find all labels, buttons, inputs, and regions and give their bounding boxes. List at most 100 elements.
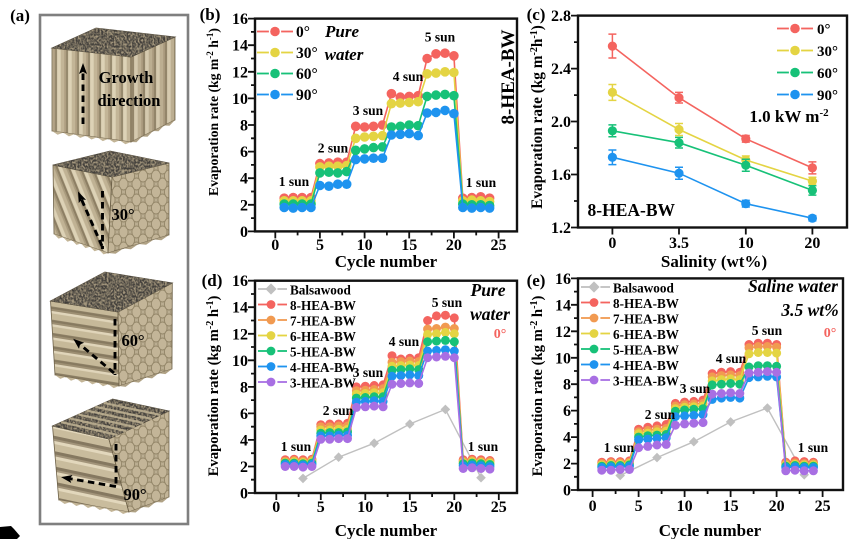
svg-text:0: 0 bbox=[563, 483, 571, 500]
svg-text:Pure: Pure bbox=[324, 22, 359, 41]
svg-text:8-HEA-BW: 8-HEA-BW bbox=[290, 298, 356, 313]
svg-text:8: 8 bbox=[240, 118, 248, 135]
svg-text:60°: 60° bbox=[121, 331, 144, 350]
svg-text:4: 4 bbox=[240, 432, 248, 449]
svg-text:4 sun: 4 sun bbox=[389, 334, 420, 349]
svg-text:Growth: Growth bbox=[99, 68, 154, 87]
svg-text:direction: direction bbox=[98, 91, 161, 110]
svg-text:5 sun: 5 sun bbox=[425, 30, 456, 45]
svg-text:3-HEA-BW: 3-HEA-BW bbox=[290, 376, 356, 391]
svg-text:90°: 90° bbox=[123, 485, 146, 504]
svg-text:2.4: 2.4 bbox=[551, 61, 571, 78]
svg-text:12: 12 bbox=[232, 64, 248, 81]
svg-text:16: 16 bbox=[232, 273, 248, 290]
svg-text:20: 20 bbox=[804, 235, 820, 252]
svg-text:2 sun: 2 sun bbox=[318, 141, 349, 156]
svg-text:Cycle number: Cycle number bbox=[335, 521, 438, 539]
svg-text:0°: 0° bbox=[296, 24, 310, 41]
svg-text:10: 10 bbox=[738, 235, 754, 252]
svg-text:10: 10 bbox=[677, 498, 693, 515]
svg-text:3 sun: 3 sun bbox=[680, 381, 711, 396]
svg-text:4: 4 bbox=[563, 430, 571, 447]
svg-text:12: 12 bbox=[555, 324, 571, 341]
svg-text:Evaporation rate (kg m-2h-1): Evaporation rate (kg m-2h-1) bbox=[529, 25, 547, 209]
svg-text:0: 0 bbox=[608, 235, 616, 252]
svg-text:25: 25 bbox=[815, 498, 831, 515]
svg-text:2.8: 2.8 bbox=[551, 8, 571, 25]
svg-text:6: 6 bbox=[240, 406, 248, 423]
svg-text:5-HEA-BW: 5-HEA-BW bbox=[290, 345, 356, 360]
svg-text:16: 16 bbox=[232, 11, 248, 28]
svg-text:10: 10 bbox=[232, 353, 248, 370]
svg-text:60°: 60° bbox=[817, 66, 838, 82]
svg-text:5-HEA-BW: 5-HEA-BW bbox=[613, 343, 679, 358]
svg-text:15: 15 bbox=[401, 237, 417, 254]
svg-text:Evaporation rate (kg m-2 h-1): Evaporation rate (kg m-2 h-1) bbox=[205, 28, 222, 196]
svg-text:1 sun: 1 sun bbox=[281, 439, 312, 454]
svg-text:Evaporation rate (kg m-2 h-1): Evaporation rate (kg m-2 h-1) bbox=[529, 296, 547, 477]
svg-text:2 sun: 2 sun bbox=[645, 407, 676, 422]
svg-text:5: 5 bbox=[635, 498, 643, 515]
svg-text:90°: 90° bbox=[296, 87, 318, 104]
svg-text:2: 2 bbox=[563, 456, 571, 473]
svg-text:20: 20 bbox=[769, 498, 785, 515]
svg-text:30°: 30° bbox=[111, 205, 134, 224]
svg-text:(c): (c) bbox=[527, 5, 546, 24]
svg-text:10: 10 bbox=[357, 237, 373, 254]
svg-text:6-HEA-BW: 6-HEA-BW bbox=[613, 327, 679, 342]
svg-text:14: 14 bbox=[555, 297, 571, 314]
svg-text:16: 16 bbox=[555, 271, 571, 288]
svg-text:90°: 90° bbox=[817, 88, 838, 104]
svg-text:15: 15 bbox=[402, 499, 418, 516]
svg-text:8-HEA-BW: 8-HEA-BW bbox=[613, 296, 679, 311]
svg-text:3-HEA-BW: 3-HEA-BW bbox=[613, 374, 679, 389]
svg-text:60°: 60° bbox=[296, 66, 318, 83]
svg-text:7-HEA-BW: 7-HEA-BW bbox=[613, 312, 679, 327]
svg-text:20: 20 bbox=[446, 237, 462, 254]
svg-text:25: 25 bbox=[491, 237, 507, 254]
svg-text:3 sun: 3 sun bbox=[353, 103, 384, 118]
svg-text:2 sun: 2 sun bbox=[323, 403, 354, 418]
svg-text:(d): (d) bbox=[202, 271, 223, 290]
svg-text:4 sun: 4 sun bbox=[393, 69, 424, 84]
svg-text:1 sun: 1 sun bbox=[466, 175, 497, 190]
svg-text:8-HEA-BW: 8-HEA-BW bbox=[498, 30, 519, 125]
svg-text:15: 15 bbox=[723, 498, 739, 515]
svg-text:1 sun: 1 sun bbox=[604, 440, 635, 455]
svg-text:0: 0 bbox=[240, 486, 248, 503]
svg-text:3.5: 3.5 bbox=[669, 235, 689, 252]
svg-text:2: 2 bbox=[240, 197, 248, 214]
svg-text:4: 4 bbox=[240, 171, 248, 188]
svg-text:water: water bbox=[325, 45, 364, 64]
svg-text:4-HEA-BW: 4-HEA-BW bbox=[613, 358, 679, 373]
svg-text:8-HEA-BW: 8-HEA-BW bbox=[588, 200, 676, 220]
svg-text:6: 6 bbox=[240, 144, 248, 161]
svg-text:8: 8 bbox=[240, 379, 248, 396]
svg-text:12: 12 bbox=[232, 326, 248, 343]
svg-text:2.0: 2.0 bbox=[551, 114, 571, 131]
svg-text:0°: 0° bbox=[494, 327, 507, 342]
svg-text:5 sun: 5 sun bbox=[752, 323, 783, 338]
svg-text:0: 0 bbox=[271, 237, 279, 254]
svg-text:1.0 kW m-2: 1.0 kW m-2 bbox=[749, 107, 829, 126]
svg-text:5 sun: 5 sun bbox=[432, 295, 463, 310]
svg-text:5: 5 bbox=[316, 237, 324, 254]
svg-text:10: 10 bbox=[357, 499, 373, 516]
svg-text:Balsawood: Balsawood bbox=[613, 281, 674, 296]
svg-text:1 sun: 1 sun bbox=[798, 440, 829, 455]
svg-text:Saline water: Saline water bbox=[748, 276, 838, 296]
svg-text:10: 10 bbox=[555, 350, 571, 367]
svg-text:4 sun: 4 sun bbox=[716, 351, 747, 366]
svg-text:8: 8 bbox=[563, 377, 571, 394]
svg-text:Salinity (wt%): Salinity (wt%) bbox=[661, 252, 767, 271]
svg-text:10: 10 bbox=[232, 91, 248, 108]
svg-text:0°: 0° bbox=[817, 22, 831, 38]
svg-text:20: 20 bbox=[446, 499, 462, 516]
svg-text:water: water bbox=[470, 304, 510, 324]
svg-text:(e): (e) bbox=[527, 271, 546, 290]
svg-text:0: 0 bbox=[589, 498, 597, 515]
svg-text:1 sun: 1 sun bbox=[468, 439, 499, 454]
svg-text:3 sun: 3 sun bbox=[353, 365, 384, 380]
svg-text:4-HEA-BW: 4-HEA-BW bbox=[290, 360, 356, 375]
svg-text:(a): (a) bbox=[10, 6, 30, 25]
